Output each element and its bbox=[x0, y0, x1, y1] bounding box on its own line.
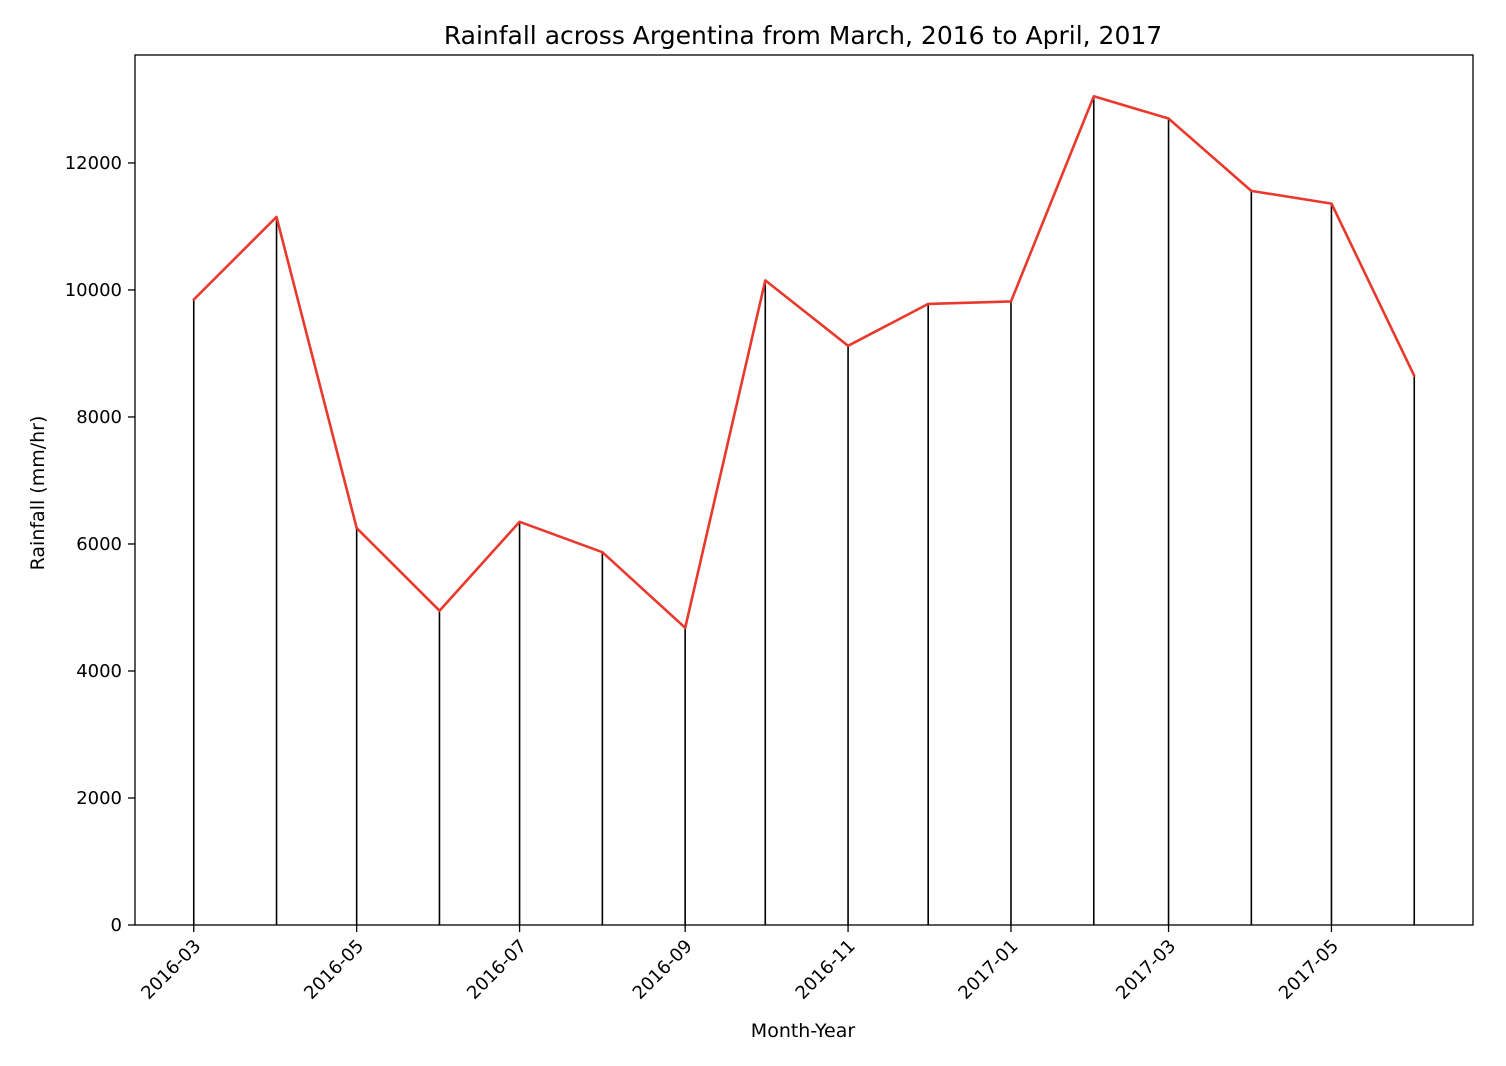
x-axis-label: Month-Year bbox=[751, 1020, 856, 1042]
rainfall-line bbox=[192, 95, 1416, 630]
series-line-layer bbox=[192, 95, 1416, 630]
x-tick-label: 2016-05 bbox=[300, 936, 368, 1004]
x-tick-label: 2017-05 bbox=[1275, 936, 1343, 1004]
y-tick-label: 0 bbox=[111, 915, 122, 936]
y-tick-label: 10000 bbox=[65, 280, 122, 301]
y-axis-ticks: 0 2000 4000 6000 8000 10000 12000 bbox=[65, 153, 135, 936]
y-tick-label: 6000 bbox=[76, 534, 122, 555]
x-tick-label: 2016-03 bbox=[137, 936, 205, 1004]
y-tick-label: 8000 bbox=[76, 407, 122, 428]
x-axis-ticks: 2016-03 2016-05 2016-07 2016-09 2016-11 2017-… bbox=[137, 925, 1343, 1004]
stems-layer bbox=[192, 96, 1416, 925]
x-tick-label: 2016-11 bbox=[792, 936, 860, 1004]
x-tick-label: 2016-07 bbox=[463, 936, 531, 1004]
y-axis-label: Rainfall (mm/hr) bbox=[27, 416, 49, 571]
x-tick-label: 2016-09 bbox=[629, 936, 697, 1004]
y-tick-label: 4000 bbox=[76, 661, 122, 682]
y-tick-label: 2000 bbox=[76, 788, 122, 809]
x-tick-label: 2017-03 bbox=[1112, 936, 1180, 1004]
x-tick-label: 2017-01 bbox=[954, 936, 1022, 1004]
plot-frame bbox=[134, 54, 1474, 926]
y-tick-label: 12000 bbox=[65, 153, 122, 174]
chart-title: Rainfall across Argentina from March, 20… bbox=[444, 21, 1162, 50]
